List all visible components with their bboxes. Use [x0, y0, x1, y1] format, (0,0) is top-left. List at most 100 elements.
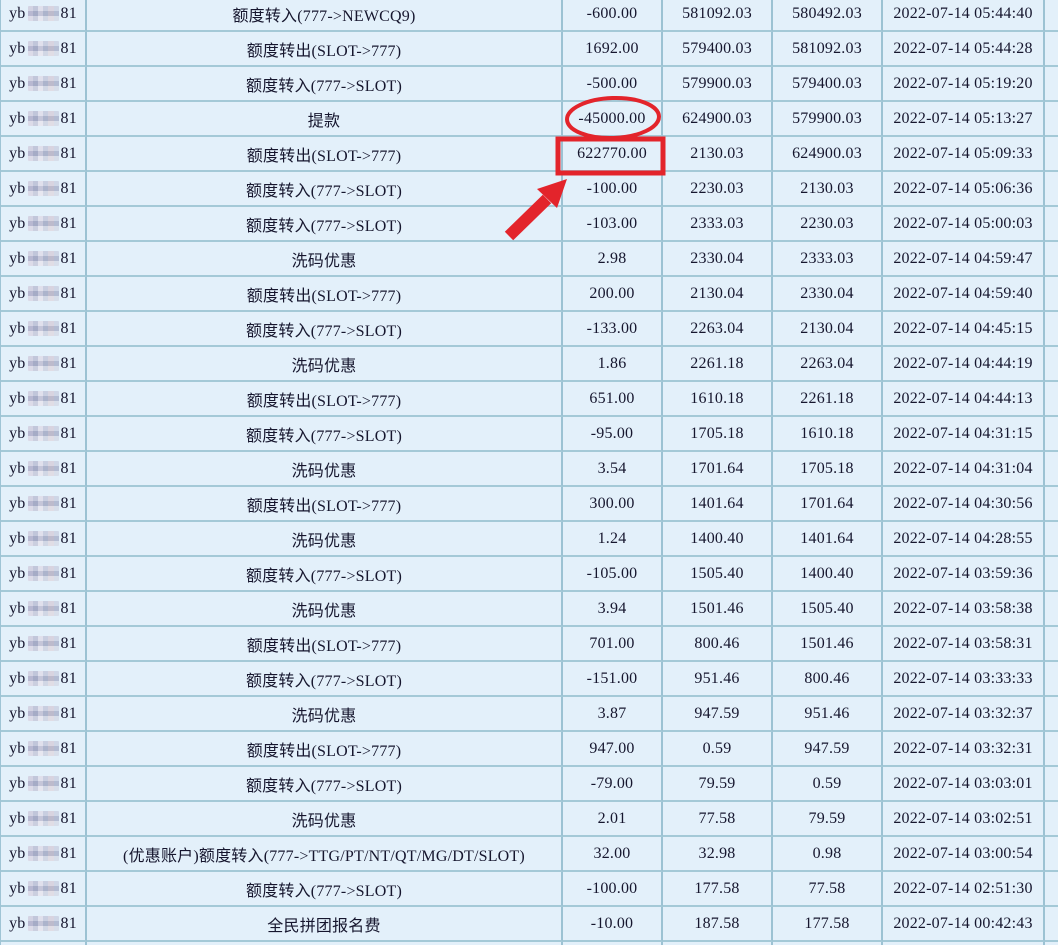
cell-transaction-type: 额度转出(SLOT->777) [87, 627, 563, 662]
cell-username: yb 81 [1, 732, 87, 767]
cell-username: yb 81 [1, 32, 87, 67]
cell-timestamp: 2022-07-14 04:45:15 [883, 312, 1045, 347]
cell-username: yb 81 [1, 67, 87, 102]
cell-transaction-type: 额度转入(777->SLOT) [87, 872, 563, 907]
username-suffix: 81 [60, 4, 77, 22]
cell-timestamp: 2022-07-14 05:44:40 [883, 0, 1045, 32]
cell-balance-before: 177.58 [663, 872, 773, 907]
cell-amount: 300.00 [563, 487, 663, 522]
cell-sliver [1045, 207, 1058, 242]
cell-balance-after: 947.59 [773, 732, 883, 767]
cell-amount: 200.00 [563, 277, 663, 312]
cell-sliver [1045, 592, 1058, 627]
username-suffix: 81 [60, 844, 77, 862]
username-suffix: 81 [60, 424, 77, 442]
cell-balance-before: 77.58 [663, 802, 773, 837]
username-prefix: yb [9, 704, 26, 722]
cell-sliver [1045, 767, 1058, 802]
cell-sliver [1045, 837, 1058, 872]
cell-transaction-type: 额度转入(777->SLOT) [87, 207, 563, 242]
cell-sliver [1045, 522, 1058, 557]
partial-row-cell [1045, 942, 1058, 945]
cell-username: yb 81 [1, 172, 87, 207]
cell-sliver [1045, 697, 1058, 732]
cell-timestamp: 2022-07-14 00:42:43 [883, 907, 1045, 942]
cell-username: yb 81 [1, 522, 87, 557]
cell-username: yb 81 [1, 277, 87, 312]
cell-amount: 622770.00 [563, 137, 663, 172]
cell-transaction-type: 额度转出(SLOT->777) [87, 382, 563, 417]
cell-timestamp: 2022-07-14 04:28:55 [883, 522, 1045, 557]
cell-balance-after: 79.59 [773, 802, 883, 837]
cell-transaction-type: 洗码优惠 [87, 242, 563, 277]
username-suffix: 81 [60, 249, 77, 267]
censored-pixelation [27, 6, 59, 21]
username-prefix: yb [9, 284, 26, 302]
username-suffix: 81 [60, 739, 77, 757]
cell-timestamp: 2022-07-14 02:51:30 [883, 872, 1045, 907]
cell-timestamp: 2022-07-14 05:09:33 [883, 137, 1045, 172]
cell-timestamp: 2022-07-14 04:44:13 [883, 382, 1045, 417]
cell-amount: 2.01 [563, 802, 663, 837]
cell-username: yb 81 [1, 802, 87, 837]
cell-balance-after: 1401.64 [773, 522, 883, 557]
cell-timestamp: 2022-07-14 04:59:47 [883, 242, 1045, 277]
censored-pixelation [27, 426, 59, 441]
censored-pixelation [27, 76, 59, 91]
username-prefix: yb [9, 634, 26, 652]
username-suffix: 81 [60, 389, 77, 407]
cell-balance-after: 2230.03 [773, 207, 883, 242]
cell-transaction-type: 额度转入(777->SLOT) [87, 417, 563, 452]
cell-timestamp: 2022-07-14 04:59:40 [883, 277, 1045, 312]
cell-balance-after: 2261.18 [773, 382, 883, 417]
cell-sliver [1045, 0, 1058, 32]
cell-sliver [1045, 417, 1058, 452]
username-prefix: yb [9, 774, 26, 792]
username-prefix: yb [9, 564, 26, 582]
cell-amount: 3.54 [563, 452, 663, 487]
cell-balance-before: 1610.18 [663, 382, 773, 417]
cell-timestamp: 2022-07-14 04:31:15 [883, 417, 1045, 452]
cell-username: yb 81 [1, 907, 87, 942]
cell-transaction-type: 额度转入(777->SLOT) [87, 67, 563, 102]
censored-pixelation [27, 706, 59, 721]
cell-balance-before: 1501.46 [663, 592, 773, 627]
cell-amount: 1.86 [563, 347, 663, 382]
cell-balance-before: 947.59 [663, 697, 773, 732]
cell-sliver [1045, 452, 1058, 487]
censored-pixelation [27, 566, 59, 581]
cell-amount: 1692.00 [563, 32, 663, 67]
cell-transaction-type: 额度转入(777->SLOT) [87, 662, 563, 697]
cell-balance-after: 800.46 [773, 662, 883, 697]
username-suffix: 81 [60, 914, 77, 932]
cell-balance-before: 951.46 [663, 662, 773, 697]
username-prefix: yb [9, 809, 26, 827]
cell-transaction-type: 额度转出(SLOT->777) [87, 32, 563, 67]
username-suffix: 81 [60, 634, 77, 652]
username-suffix: 81 [60, 144, 77, 162]
cell-username: yb 81 [1, 0, 87, 32]
cell-transaction-type: 全民拼团报名费 [87, 907, 563, 942]
cell-sliver [1045, 172, 1058, 207]
cell-balance-before: 579400.03 [663, 32, 773, 67]
cell-timestamp: 2022-07-14 03:32:31 [883, 732, 1045, 767]
cell-sliver [1045, 382, 1058, 417]
cell-transaction-type: 洗码优惠 [87, 452, 563, 487]
censored-pixelation [27, 916, 59, 931]
cell-balance-after: 579900.03 [773, 102, 883, 137]
cell-balance-after: 579400.03 [773, 67, 883, 102]
username-suffix: 81 [60, 809, 77, 827]
cell-amount: -151.00 [563, 662, 663, 697]
username-suffix: 81 [60, 774, 77, 792]
cell-sliver [1045, 102, 1058, 137]
cell-username: yb 81 [1, 417, 87, 452]
cell-amount: 32.00 [563, 837, 663, 872]
username-prefix: yb [9, 214, 26, 232]
partial-row-cell [87, 942, 563, 945]
censored-pixelation [27, 496, 59, 511]
username-prefix: yb [9, 529, 26, 547]
cell-amount: -79.00 [563, 767, 663, 802]
cell-balance-before: 800.46 [663, 627, 773, 662]
cell-username: yb 81 [1, 837, 87, 872]
